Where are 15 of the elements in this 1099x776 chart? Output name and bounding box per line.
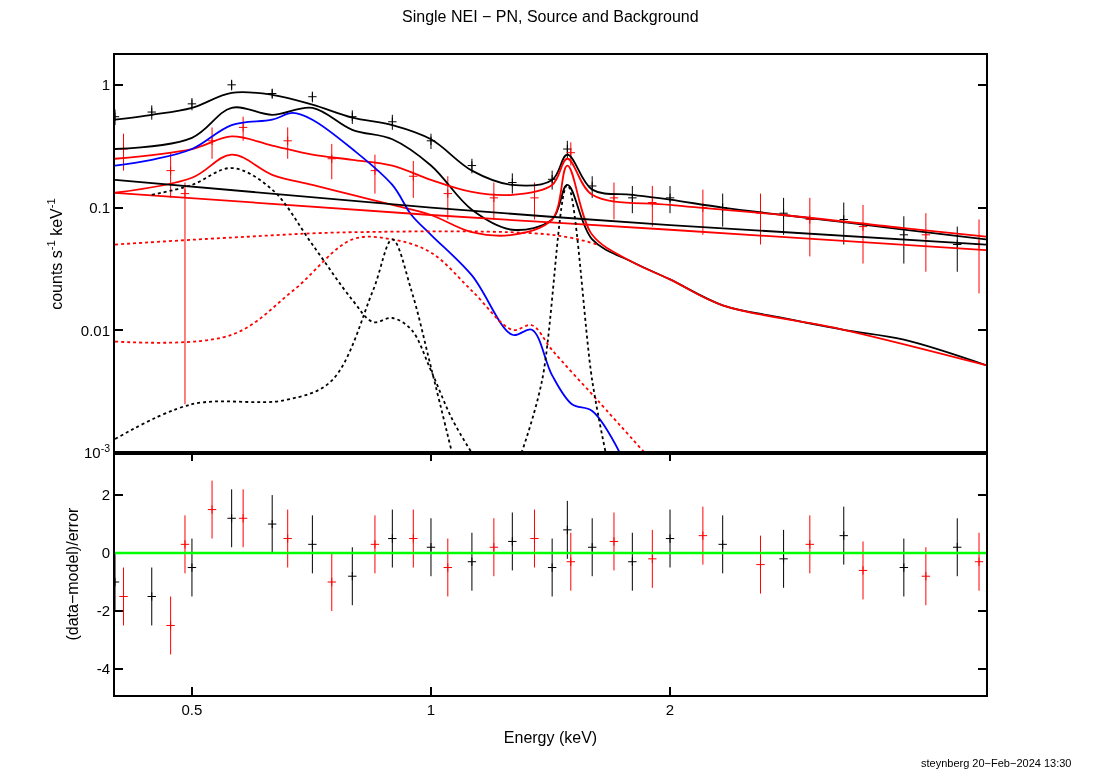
y-tick-label: 0.1 [89,198,110,216]
y-tick-label: -4 [96,660,110,678]
x-axis-title: Energy (keV) [503,729,598,747]
x-tick-label: 2 [665,701,675,718]
x-tick-label: 1 [426,701,436,718]
text: steynberg 20−Feb−2024 13:30 [921,757,1072,769]
y-tick-label: 2 [101,486,110,504]
y-tick-label: 10$^{-3}$ [83,442,111,462]
y-tick-label: 0.01 [80,321,110,339]
y-tick-label: 0 [101,544,110,562]
chart-title: Single NEI − PN, Source and Background [402,8,699,25]
y-tick-label: -2 [96,602,110,620]
y-tick-label: 1 [101,76,110,94]
y-axis-title: (data−model)/error [64,506,82,641]
x-tick-label: 0.5 [181,701,203,718]
